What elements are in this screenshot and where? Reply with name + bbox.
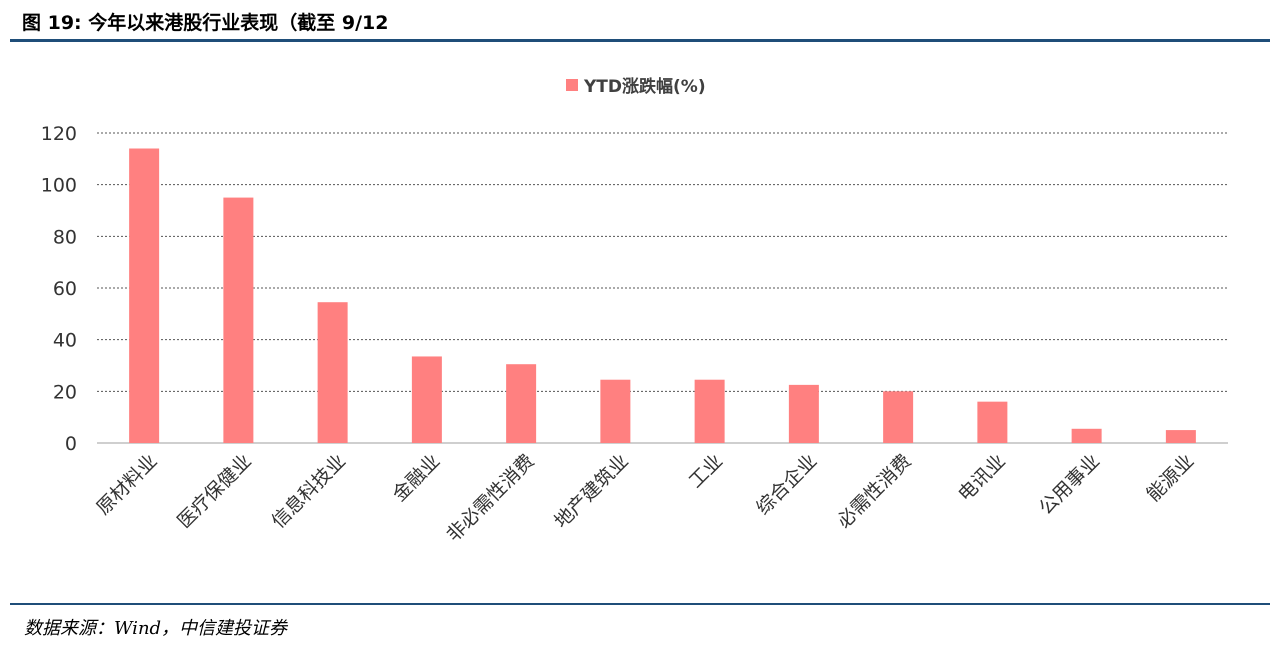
bar bbox=[411, 356, 442, 443]
bar bbox=[788, 384, 819, 443]
x-tick-label: 原材料业 bbox=[92, 450, 161, 519]
x-tick-label: 综合企业 bbox=[752, 450, 821, 519]
bar bbox=[506, 364, 537, 443]
x-tick-label: 非必需性消费 bbox=[442, 450, 538, 546]
bar bbox=[600, 379, 631, 443]
y-tick-label: 80 bbox=[53, 226, 77, 248]
x-tick-label: 必需性消费 bbox=[833, 450, 916, 533]
figure-title: 图 19: 今年以来港股行业表现（截至 9/12 bbox=[22, 12, 389, 34]
y-tick-label: 60 bbox=[53, 278, 77, 300]
bar bbox=[223, 197, 254, 443]
bar bbox=[1071, 428, 1102, 443]
y-tick-label: 120 bbox=[41, 123, 77, 145]
top-rule bbox=[10, 39, 1270, 42]
bar bbox=[1165, 430, 1196, 443]
x-tick-label: 电讯业 bbox=[954, 450, 1010, 506]
x-tick-label: 公用事业 bbox=[1035, 450, 1104, 519]
bar bbox=[694, 379, 725, 443]
bar bbox=[977, 401, 1008, 443]
legend-swatch bbox=[566, 78, 578, 91]
x-tick-label: 医疗保健业 bbox=[173, 450, 256, 533]
x-tick-label: 金融业 bbox=[389, 450, 445, 506]
y-tick-label: 20 bbox=[53, 381, 77, 403]
legend-label: YTD涨跌幅(%) bbox=[584, 77, 706, 97]
y-tick-label: 0 bbox=[65, 433, 77, 455]
bar bbox=[883, 391, 914, 443]
y-tick-label: 40 bbox=[53, 330, 77, 352]
legend: YTD涨跌幅(%) bbox=[566, 72, 706, 97]
x-tick-label: 工业 bbox=[685, 450, 727, 492]
x-tick-label: 信息科技业 bbox=[267, 450, 350, 533]
bar bbox=[317, 302, 348, 443]
y-tick-label: 100 bbox=[41, 175, 77, 197]
x-tick-label: 能源业 bbox=[1143, 450, 1199, 506]
bar bbox=[129, 148, 160, 443]
bottom-rule bbox=[10, 603, 1270, 605]
source-note: 数据来源：Wind，中信建投证券 bbox=[24, 618, 288, 639]
x-tick-label: 地产建筑业 bbox=[550, 450, 633, 533]
